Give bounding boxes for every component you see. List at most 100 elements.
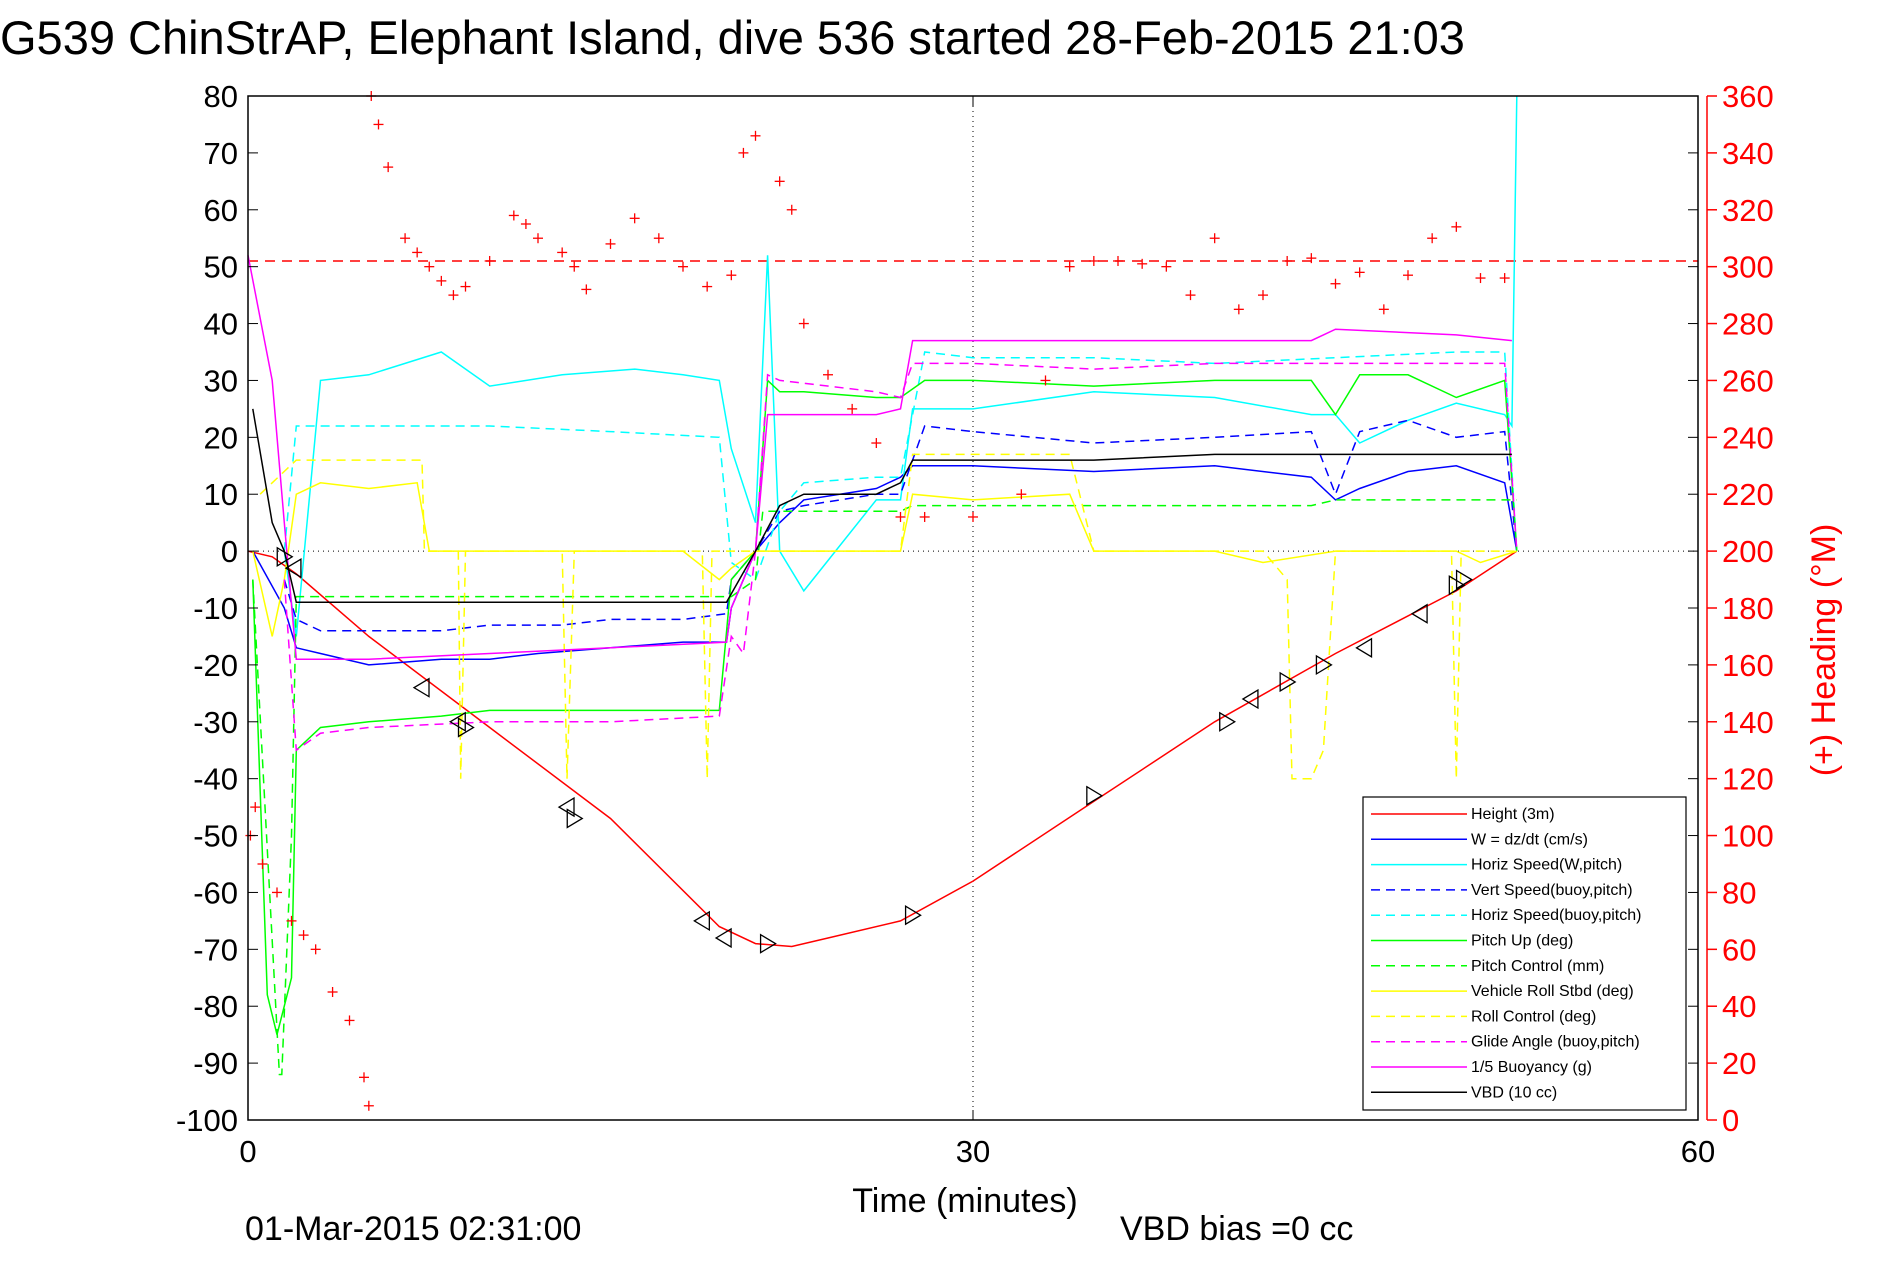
heading-point [460, 281, 471, 292]
heading-point [581, 284, 592, 295]
heading-point [1282, 255, 1293, 266]
y-tick-label: 40 [204, 307, 238, 342]
heading-point [436, 275, 447, 286]
heading-point [605, 238, 616, 249]
y2-tick-label: 200 [1722, 534, 1774, 569]
heading-point [286, 915, 297, 926]
heading-point [373, 119, 384, 130]
heading-point [508, 210, 519, 221]
series-line-6 [252, 499, 1517, 1076]
y-tick-label: 0 [221, 534, 238, 569]
triangle-marker [566, 808, 584, 829]
heading-point [533, 233, 543, 244]
heading-point [484, 255, 495, 266]
heading-point [520, 219, 531, 229]
heading-point [359, 1072, 369, 1083]
y-tick-label: 80 [204, 79, 238, 114]
heading-point [847, 403, 858, 414]
y-tick-label: 30 [204, 363, 238, 398]
series-line-9 [283, 362, 1518, 752]
heading-point [1330, 278, 1341, 289]
legend-label: Horiz Speed(W,pitch) [1471, 857, 1622, 874]
heading-point [823, 369, 833, 380]
heading-point [786, 204, 797, 215]
triangle-marker [1241, 688, 1259, 710]
right-axis: 3603403203002802602402202001801601401201… [1706, 79, 1774, 1138]
heading-point [895, 511, 906, 522]
triangle-marker [904, 905, 922, 926]
heading-point [968, 511, 978, 522]
y2-tick-label: 60 [1722, 932, 1756, 967]
heading-point [919, 511, 930, 522]
legend-label: Height (3m) [1471, 806, 1555, 823]
series-line-7 [252, 481, 1518, 637]
vbd-bias-label: VBD bias =0 cc [1120, 1210, 1353, 1248]
y-tick-label: -30 [193, 705, 238, 740]
heading-point [1233, 304, 1244, 315]
legend-label: Pitch Control (mm) [1471, 958, 1604, 975]
legend-label: Vehicle Roll Stbd (deg) [1471, 983, 1634, 1000]
series-line-4 [283, 351, 1518, 581]
y2-tick-label: 100 [1722, 819, 1774, 854]
heading-point [272, 887, 282, 898]
x-axis-label: Time (minutes) [852, 1182, 1077, 1220]
heading-point [738, 147, 749, 158]
y2-tick-label: 180 [1722, 591, 1774, 626]
heading-point [750, 130, 761, 141]
heading-point [1378, 304, 1389, 315]
heading-point [629, 213, 640, 224]
triangle-marker [284, 558, 302, 579]
heading-point [400, 233, 411, 244]
triangle-marker [1219, 711, 1237, 732]
heading-point [383, 162, 394, 173]
y2-tick-label: 220 [1722, 477, 1774, 512]
triangle-marker [693, 910, 710, 932]
y2-tick-label: 140 [1722, 705, 1774, 740]
y-tick-label: -40 [193, 762, 238, 797]
triangle-marker [714, 927, 732, 949]
heading-point [257, 859, 268, 869]
heading-point [424, 261, 435, 272]
y2-tick-label: 340 [1722, 136, 1774, 171]
heading-point [653, 233, 664, 244]
y-tick-label: 20 [204, 420, 238, 455]
legend-label: Vert Speed(buoy,pitch) [1471, 882, 1633, 899]
heading-point [569, 261, 580, 272]
y2-tick-label: 320 [1722, 193, 1774, 228]
series-line-5 [252, 374, 1518, 1035]
y2-tick-label: 240 [1722, 420, 1774, 455]
heading-point [1475, 273, 1486, 284]
heading-point [1427, 233, 1438, 244]
heading-point [448, 290, 459, 301]
triangle-marker [1455, 569, 1473, 590]
y-tick-label: 60 [204, 193, 238, 228]
series-line-0 [247, 550, 1518, 948]
heading-point [298, 930, 309, 941]
heading-point [726, 270, 737, 281]
triangle-marker [1279, 671, 1297, 693]
heading-point [871, 438, 882, 449]
legend: Height (3m) W = dz/dt (cm/s) Horiz Speed(W… [1362, 796, 1687, 1111]
legend-label: Horiz Speed(buoy,pitch) [1471, 907, 1641, 924]
heading-point [1209, 233, 1220, 244]
y-tick-label: -20 [193, 648, 238, 683]
heading-point [702, 281, 713, 292]
triangle-marker [1355, 637, 1373, 658]
y2-tick-label: 40 [1722, 989, 1756, 1024]
y2-tick-label: 120 [1722, 762, 1774, 797]
heading-point [1451, 221, 1462, 232]
triangle-marker [759, 933, 777, 954]
y-tick-label: -100 [176, 1103, 238, 1138]
y-tick-label: 10 [204, 477, 238, 512]
triangle-marker [1086, 785, 1104, 806]
series-line-10 [247, 255, 1512, 660]
triangle-marker [276, 546, 294, 567]
plot-area [245, 91, 1698, 1120]
y-tick-label: -80 [193, 989, 238, 1024]
heading-point [1499, 273, 1510, 284]
triangle-marker [1410, 603, 1428, 624]
heading-point [798, 318, 809, 329]
triangle-marker [557, 796, 575, 818]
heading-point [327, 987, 338, 997]
triangle-marker [412, 677, 430, 698]
